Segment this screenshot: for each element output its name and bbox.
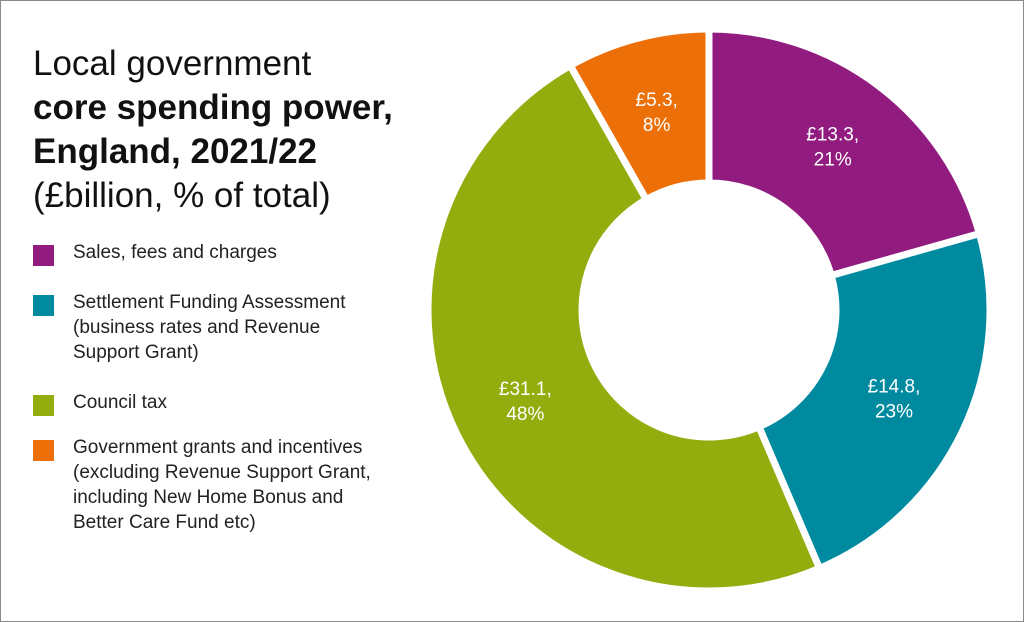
- data-label-line-sales-fees-charges-1: £13.3,: [806, 125, 859, 146]
- legend-item-sales-fees-charges: Sales, fees and charges: [33, 240, 433, 266]
- legend-swatch-sales-fees-charges: [33, 245, 54, 266]
- data-label-line-sales-fees-charges-2: 21%: [814, 150, 852, 171]
- legend-item-government-grants: Government grants and incentives (exclud…: [33, 435, 433, 535]
- data-label-line-council-tax-1: £31.1,: [499, 379, 552, 400]
- legend-item-council-tax: Council tax: [33, 390, 433, 416]
- data-label-settlement-funding: £14.8, 23%: [868, 376, 921, 422]
- title-line-1: Local government: [33, 44, 312, 83]
- slice-settlement-funding: [754, 229, 994, 573]
- legend-swatch-settlement-funding: [33, 295, 54, 316]
- legend-swatch-government-grants: [33, 440, 54, 461]
- data-label-line-council-tax-2: 48%: [506, 404, 544, 425]
- chart-title: Local government core spending power, En…: [33, 42, 433, 218]
- title-line-2: core spending power,: [33, 88, 393, 127]
- legend-label-settlement-funding: Settlement Funding Assessment (business …: [73, 292, 346, 363]
- legend-swatch-council-tax: [33, 395, 54, 416]
- data-label-sales-fees-charges: £13.3, 21%: [806, 125, 859, 171]
- data-label-line-settlement-funding-2: 23%: [875, 401, 913, 422]
- legend-label-government-grants: Government grants and incentives (exclud…: [73, 437, 371, 533]
- title-line-4: (£billion, % of total): [33, 176, 331, 215]
- data-label-line-government-grants-2: 8%: [643, 115, 671, 136]
- slice-government-grants: [565, 25, 713, 205]
- slice-sales-fees-charges: [705, 25, 984, 280]
- legend-label-sales-fees-charges: Sales, fees and charges: [73, 242, 277, 263]
- data-label-line-settlement-funding-1: £14.8,: [868, 376, 921, 397]
- data-label-government-grants: £5.3, 8%: [636, 90, 678, 136]
- legend-item-settlement-funding: Settlement Funding Assessment (business …: [33, 290, 433, 365]
- title-line-3: England, 2021/22: [33, 132, 318, 171]
- slice-council-tax: [424, 60, 825, 595]
- legend-label-council-tax: Council tax: [73, 392, 167, 413]
- data-label-line-government-grants-1: £5.3,: [636, 90, 678, 111]
- data-label-council-tax: £31.1, 48%: [499, 379, 552, 425]
